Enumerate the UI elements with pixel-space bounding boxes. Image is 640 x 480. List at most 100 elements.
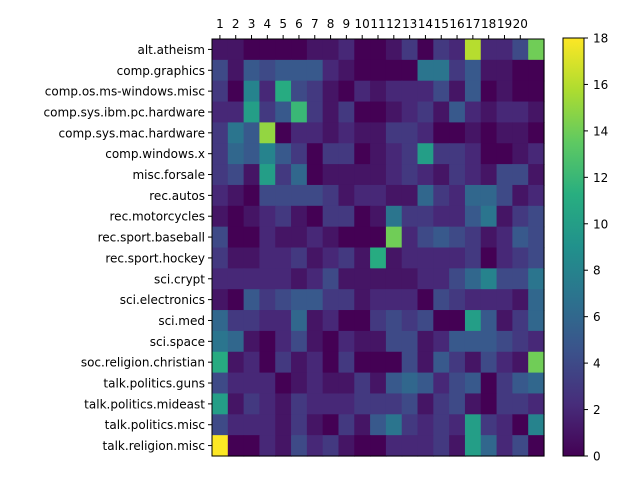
heatmap-cell bbox=[496, 247, 513, 269]
heatmap-cell bbox=[243, 330, 261, 353]
heatmap-cell bbox=[417, 435, 434, 457]
colorbar-tick-label: 8 bbox=[593, 264, 601, 278]
heatmap-cell bbox=[306, 205, 324, 228]
heatmap-cell bbox=[385, 59, 403, 82]
heatmap-cell bbox=[227, 101, 245, 123]
heatmap-cell bbox=[227, 310, 245, 332]
heatmap-cell bbox=[259, 80, 276, 103]
heatmap-cell bbox=[464, 351, 482, 374]
heatmap-cell bbox=[417, 205, 434, 228]
heatmap-cell bbox=[528, 122, 545, 144]
heatmap-cell bbox=[322, 247, 340, 269]
heatmap-cell bbox=[464, 101, 482, 123]
heatmap-cell bbox=[496, 122, 513, 144]
heatmap-cell bbox=[291, 310, 308, 332]
heatmap-cell bbox=[259, 310, 276, 332]
heatmap-cell bbox=[480, 205, 498, 228]
heatmap-cell bbox=[291, 39, 308, 61]
x-tick-label: 6 bbox=[295, 17, 303, 31]
heatmap-cell bbox=[385, 393, 403, 415]
heatmap-cell bbox=[417, 184, 434, 207]
heatmap-cell bbox=[275, 372, 292, 395]
heatmap-cell bbox=[401, 59, 419, 82]
heatmap-cell bbox=[512, 39, 529, 61]
heatmap-cell bbox=[243, 101, 261, 123]
heatmap-cell bbox=[275, 289, 292, 311]
heatmap-cell bbox=[401, 143, 419, 165]
heatmap-cell bbox=[512, 80, 529, 103]
heatmap-cell bbox=[354, 310, 371, 332]
heatmap-cell bbox=[370, 101, 387, 123]
heatmap-cell bbox=[433, 59, 450, 82]
heatmap-cell bbox=[275, 184, 292, 207]
heatmap-cell bbox=[306, 143, 324, 165]
heatmap-cell bbox=[322, 184, 340, 207]
heatmap-cell bbox=[354, 80, 371, 103]
heatmap-cell bbox=[212, 289, 229, 311]
heatmap-cell bbox=[338, 268, 355, 290]
heatmap-cell bbox=[338, 372, 355, 395]
heatmap-cell bbox=[338, 289, 355, 311]
heatmap-cell bbox=[417, 330, 434, 353]
heatmap-cell bbox=[259, 184, 276, 207]
heatmap-cell bbox=[338, 39, 355, 61]
heatmap-cell bbox=[227, 39, 245, 61]
y-tick-label: talk.religion.misc bbox=[103, 439, 205, 453]
heatmap-cell bbox=[212, 351, 229, 374]
heatmap-cell bbox=[385, 372, 403, 395]
heatmap-cell bbox=[370, 143, 387, 165]
heatmap-cell bbox=[338, 101, 355, 123]
heatmap-cell bbox=[370, 205, 387, 228]
heatmap-cell bbox=[417, 164, 434, 186]
heatmap-cell bbox=[338, 164, 355, 186]
heatmap-cell bbox=[259, 330, 276, 353]
y-tick-label: comp.graphics bbox=[117, 64, 205, 78]
heatmap-cell bbox=[227, 247, 245, 269]
heatmap-cell bbox=[275, 101, 292, 123]
heatmap-cell bbox=[512, 101, 529, 123]
heatmap-cell bbox=[512, 226, 529, 249]
heatmap-cell bbox=[354, 39, 371, 61]
x-tick-label: 16 bbox=[449, 17, 464, 31]
heatmap-cell bbox=[417, 143, 434, 165]
heatmap-cell bbox=[464, 80, 482, 103]
heatmap-cell bbox=[322, 101, 340, 123]
heatmap-cell bbox=[528, 80, 545, 103]
heatmap-cell bbox=[370, 247, 387, 269]
heatmap-cell bbox=[528, 330, 545, 353]
x-tick-label: 5 bbox=[279, 17, 287, 31]
heatmap-cell bbox=[259, 289, 276, 311]
heatmap-cell bbox=[528, 351, 545, 374]
heatmap-cell bbox=[259, 247, 276, 269]
heatmap-cell bbox=[370, 330, 387, 353]
heatmap-cell bbox=[275, 268, 292, 290]
heatmap-cell bbox=[306, 351, 324, 374]
y-tick-label: comp.windows.x bbox=[105, 147, 205, 161]
heatmap-cell bbox=[370, 184, 387, 207]
heatmap-cell bbox=[212, 268, 229, 290]
heatmap-cell bbox=[512, 289, 529, 311]
heatmap-cell bbox=[464, 226, 482, 249]
heatmap-cell bbox=[496, 330, 513, 353]
heatmap-cell bbox=[512, 164, 529, 186]
heatmap-cell bbox=[275, 414, 292, 436]
heatmap-cell bbox=[212, 414, 229, 436]
heatmap-cell bbox=[259, 268, 276, 290]
heatmap-cell bbox=[385, 247, 403, 269]
heatmap-cell bbox=[464, 205, 482, 228]
heatmap-cell bbox=[243, 310, 261, 332]
heatmap-cell bbox=[512, 372, 529, 395]
heatmap-cell bbox=[322, 143, 340, 165]
heatmap-cell bbox=[496, 289, 513, 311]
heatmap-cell bbox=[354, 393, 371, 415]
heatmap-cell bbox=[464, 122, 482, 144]
heatmap-cell bbox=[354, 164, 371, 186]
heatmap-cell bbox=[354, 435, 371, 457]
heatmap-cell bbox=[512, 414, 529, 436]
heatmap-cell bbox=[338, 205, 355, 228]
heatmap-cell bbox=[212, 101, 229, 123]
heatmap-cell bbox=[370, 268, 387, 290]
heatmap-cell bbox=[322, 59, 340, 82]
heatmap-cell bbox=[338, 330, 355, 353]
